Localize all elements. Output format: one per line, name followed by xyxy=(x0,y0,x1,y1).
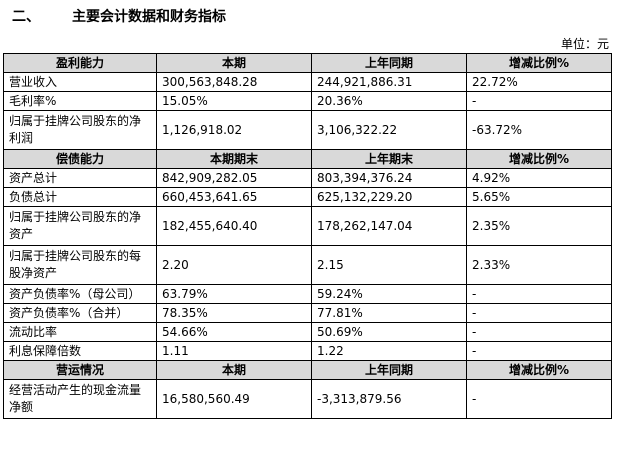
cell-value: 77.81% xyxy=(311,303,467,323)
table-row: 归属于挂牌公司股东的每股净资产 2.20 2.15 2.33% xyxy=(3,245,612,285)
cell-value: - xyxy=(466,341,612,361)
cell-value: 842,909,282.05 xyxy=(156,168,312,188)
section-header-row: 盈利能力 本期 上年同期 增减比例% xyxy=(3,53,612,73)
cell-value: - xyxy=(466,303,612,323)
cell-value: - xyxy=(466,322,612,342)
cell-value: 2.15 xyxy=(311,245,467,285)
cell-value: 5.65% xyxy=(466,187,612,207)
column-header: 本期 xyxy=(156,53,312,73)
unit-label: 单位：元 xyxy=(560,37,609,51)
section-number: 二、 xyxy=(12,9,40,25)
table-row: 归属于挂牌公司股东的净资产 182,455,640.40 178,262,147.0… xyxy=(3,206,612,246)
column-header: 本期期末 xyxy=(156,149,312,169)
cell-value: 1.22 xyxy=(311,341,467,361)
cell-value: - xyxy=(466,91,612,111)
column-header: 本期 xyxy=(156,360,312,380)
cell-value: 300,563,848.28 xyxy=(156,72,312,92)
financial-table: 盈利能力 本期 上年同期 增减比例% 营业收入 300,563,848.28 244,921… xyxy=(3,53,612,419)
table-row: 归属于挂牌公司股东的净利润 1,126,918.02 3,106,322.22 -63… xyxy=(3,110,612,150)
column-header: 上年同期 xyxy=(311,53,467,73)
cell-value: - xyxy=(466,379,612,419)
cell-value: 2.35% xyxy=(466,206,612,246)
cell-value: 244,921,886.31 xyxy=(311,72,467,92)
row-label: 经营活动产生的现金流量净额 xyxy=(3,379,157,419)
table-row: 负债总计 660,453,641.65 625,132,229.20 5.65% xyxy=(3,187,612,207)
table-row: 毛利率% 15.05% 20.36% - xyxy=(3,91,612,111)
cell-value: 182,455,640.40 xyxy=(156,206,312,246)
cell-value: 16,580,560.49 xyxy=(156,379,312,419)
row-label: 负债总计 xyxy=(3,187,157,207)
row-label: 归属于挂牌公司股东的净利润 xyxy=(3,110,157,150)
table-row: 资产总计 842,909,282.05 803,394,376.24 4.92% xyxy=(3,168,612,188)
cell-value: 20.36% xyxy=(311,91,467,111)
row-label: 归属于挂牌公司股东的每股净资产 xyxy=(3,245,157,285)
cell-value: 625,132,229.20 xyxy=(311,187,467,207)
cell-value: 50.69% xyxy=(311,322,467,342)
table-row: 流动比率 54.66% 50.69% - xyxy=(3,322,612,342)
row-label: 资产总计 xyxy=(3,168,157,188)
column-header: 增减比例% xyxy=(466,149,612,169)
cell-value: 2.20 xyxy=(156,245,312,285)
table-row: 资产负债率%（母公司） 63.79% 59.24% - xyxy=(3,284,612,304)
cell-value: 803,394,376.24 xyxy=(311,168,467,188)
cell-value: - xyxy=(466,284,612,304)
row-label: 归属于挂牌公司股东的净资产 xyxy=(3,206,157,246)
cell-value: -63.72% xyxy=(466,110,612,150)
row-label: 资产负债率%（合并） xyxy=(3,303,157,323)
section-header-row: 偿债能力 本期期末 上年期末 增减比例% xyxy=(3,149,612,169)
cell-value: 178,262,147.04 xyxy=(311,206,467,246)
cell-value: 15.05% xyxy=(156,91,312,111)
section-header-title: 偿债能力 xyxy=(3,149,157,169)
cell-value: 3,106,322.22 xyxy=(311,110,467,150)
cell-value: 63.79% xyxy=(156,284,312,304)
row-label: 营业收入 xyxy=(3,72,157,92)
column-header: 增减比例% xyxy=(466,360,612,380)
column-header: 上年同期 xyxy=(311,360,467,380)
cell-value: 78.35% xyxy=(156,303,312,323)
cell-value: 59.24% xyxy=(311,284,467,304)
table-row: 经营活动产生的现金流量净额 16,580,560.49 -3,313,879.56- xyxy=(3,379,612,419)
cell-value: 22.72% xyxy=(466,72,612,92)
column-header: 增减比例% xyxy=(466,53,612,73)
cell-value: -3,313,879.56 xyxy=(311,379,467,419)
section-header-title: 盈利能力 xyxy=(3,53,157,73)
cell-value: 660,453,641.65 xyxy=(156,187,312,207)
cell-value: 2.33% xyxy=(466,245,612,285)
financial-table-body: 盈利能力 本期 上年同期 增减比例% 营业收入 300,563,848.28 244,921… xyxy=(3,53,612,419)
section-heading: 二、 主要会计数据和财务指标 xyxy=(12,6,226,26)
row-label: 资产负债率%（母公司） xyxy=(3,284,157,304)
cell-value: 1,126,918.02 xyxy=(156,110,312,150)
table-row: 营业收入 300,563,848.28 244,921,886.31 22.72% xyxy=(3,72,612,92)
column-header: 上年期末 xyxy=(311,149,467,169)
cell-value: 1.11 xyxy=(156,341,312,361)
table-row: 利息保障倍数 1.11 1.22- xyxy=(3,341,612,361)
section-header-row: 营运情况 本期 上年同期 增减比例% xyxy=(3,360,612,380)
table-row: 资产负债率%（合并） 78.35% 77.81% - xyxy=(3,303,612,323)
row-label: 毛利率% xyxy=(3,91,157,111)
section-header-title: 营运情况 xyxy=(3,360,157,380)
row-label: 利息保障倍数 xyxy=(3,341,157,361)
cell-value: 54.66% xyxy=(156,322,312,342)
section-title: 主要会计数据和财务指标 xyxy=(72,9,226,25)
cell-value: 4.92% xyxy=(466,168,612,188)
row-label: 流动比率 xyxy=(3,322,157,342)
